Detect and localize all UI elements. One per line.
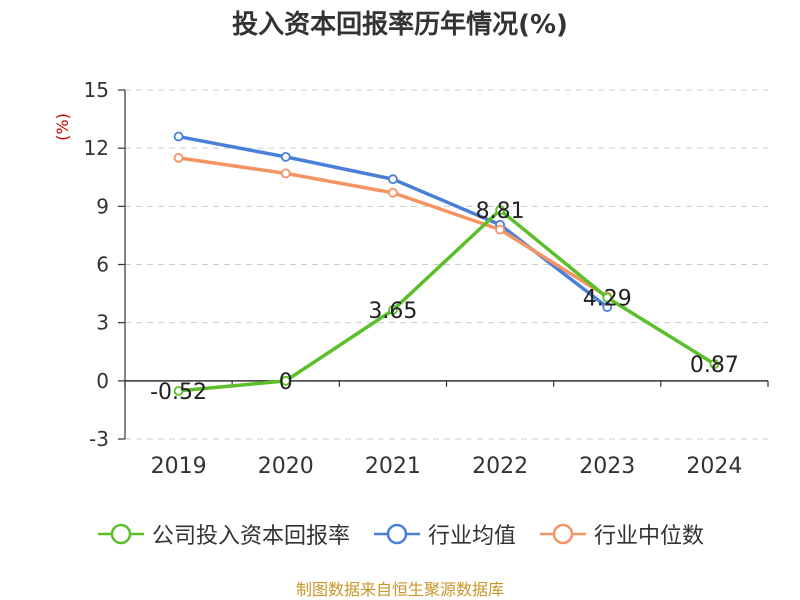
axis-layer: -3 0 3 6 9 12 15 2019 2020 2021 2022 2023 2024 (%) xyxy=(53,78,769,479)
y-tick-label: 15 xyxy=(84,78,109,102)
x-tick-label: 2022 xyxy=(472,454,528,479)
data-point xyxy=(709,359,720,369)
data-point xyxy=(388,174,398,185)
data-point xyxy=(388,305,398,315)
legend-swatch-marker xyxy=(110,523,132,545)
legend-swatch-marker xyxy=(386,523,408,545)
x-tick-label: 2020 xyxy=(258,454,314,479)
legend-swatch xyxy=(540,523,586,545)
data-label: 0.87 xyxy=(690,353,739,378)
series-layer xyxy=(173,131,720,396)
chart-title: 投入资本回报率历年情况(%) xyxy=(232,10,568,40)
x-tick-label: 2019 xyxy=(151,454,207,479)
legend: 公司投入资本回报率 行业均值 行业中位数 xyxy=(0,518,800,550)
legend-label: 公司投入资本回报率 xyxy=(151,524,350,549)
legend-swatch xyxy=(97,523,144,545)
data-point xyxy=(173,152,184,163)
data-point xyxy=(602,292,613,303)
y-tick-label: -3 xyxy=(89,427,109,451)
y-tick-label: 3 xyxy=(96,311,109,335)
y-tick-label: 0 xyxy=(96,369,109,393)
data-label: 0 xyxy=(279,370,293,395)
legend-item[interactable]: 公司投入资本回报率 xyxy=(96,518,350,550)
data-point xyxy=(602,302,613,313)
y-tick-label: 6 xyxy=(96,253,109,277)
legend-item[interactable]: 行业中位数 xyxy=(538,518,704,550)
data-point xyxy=(280,375,291,386)
data-point xyxy=(280,168,291,179)
data-point xyxy=(173,386,184,396)
legend-item[interactable]: 行业均值 xyxy=(372,518,516,550)
series-line xyxy=(178,134,609,309)
source-note: 制图数据来自恒生聚源数据库 xyxy=(295,580,504,599)
data-point xyxy=(280,151,291,162)
series-line xyxy=(178,208,716,393)
legend-label: 行业均值 xyxy=(427,524,516,549)
data-label: -0.52 xyxy=(150,380,207,405)
data-point xyxy=(495,205,505,215)
data-label: 3.65 xyxy=(368,299,417,324)
legend-swatch-marker xyxy=(552,523,574,545)
x-tick-label: 2021 xyxy=(365,454,421,479)
y-tick-label: 12 xyxy=(84,136,109,160)
y-axis-label: (%) xyxy=(53,113,72,141)
y-tick-label: 9 xyxy=(96,194,109,218)
data-point xyxy=(388,187,398,198)
data-point xyxy=(495,224,505,235)
data-point xyxy=(173,131,184,142)
x-tick-label: 2023 xyxy=(579,454,635,479)
data-label: 4.29 xyxy=(583,287,632,312)
data-label-layer: -0.52 0 3.65 8.81 4.29 0.87 xyxy=(150,199,739,405)
x-tick-label: 2024 xyxy=(686,454,742,479)
legend-swatch xyxy=(373,523,420,545)
grid-layer xyxy=(125,89,768,440)
data-label: 8.81 xyxy=(476,199,525,224)
legend-label: 行业中位数 xyxy=(594,524,705,549)
